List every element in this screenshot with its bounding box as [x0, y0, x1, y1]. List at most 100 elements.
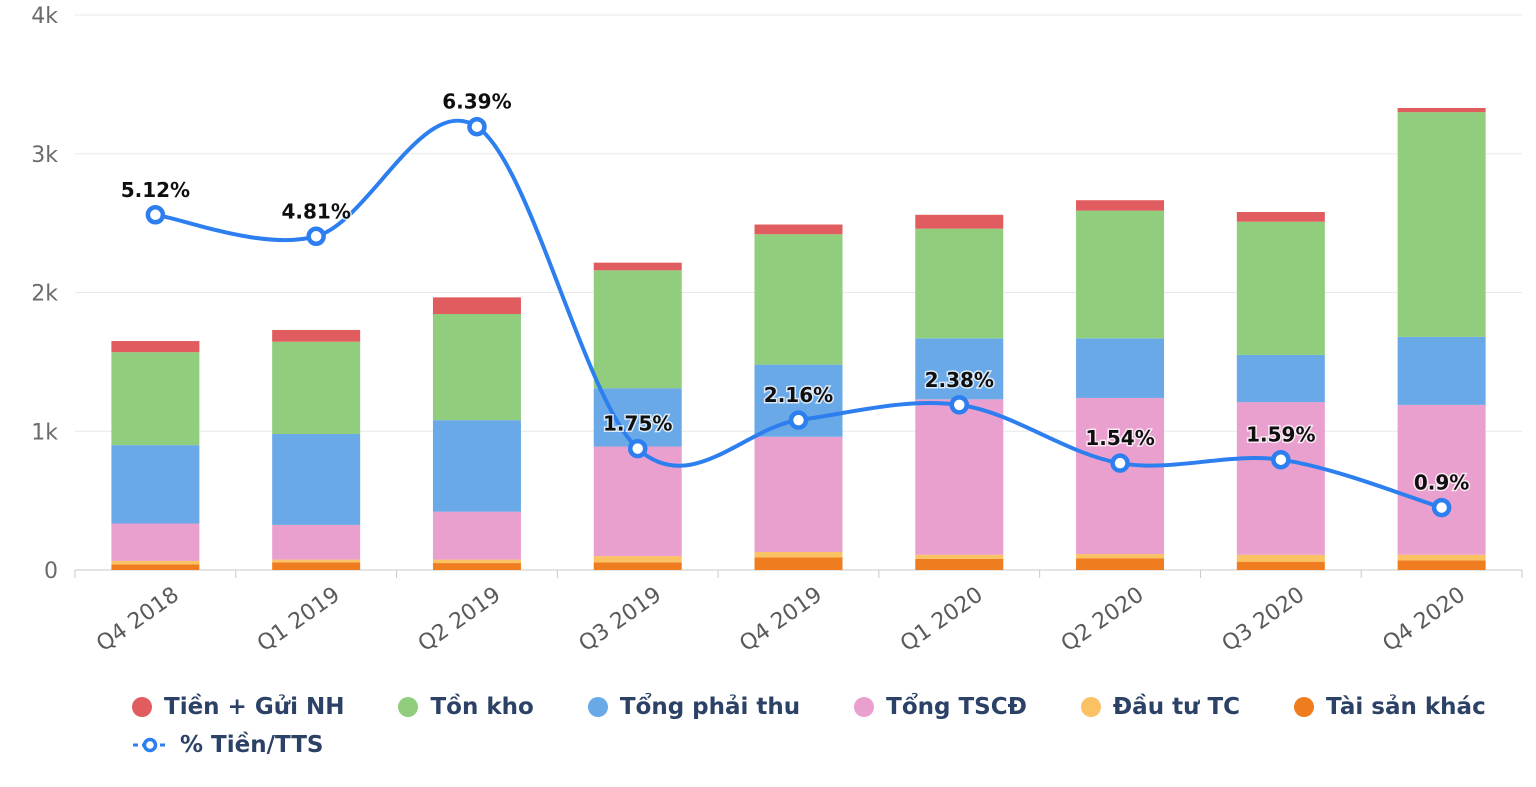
legend-item-pct-tien-tts[interactable]: % Tiền/TTS [132, 732, 323, 758]
bar-segment-tong-phai-thu[interactable] [1076, 338, 1165, 398]
x-axis-label: Q2 2019 [414, 582, 506, 657]
line-point[interactable] [467, 116, 487, 137]
bar-segment-tai-san-khac[interactable] [1076, 558, 1165, 570]
bar-segment-tien-gui-nh[interactable] [915, 214, 1004, 229]
bar-segment-tai-san-khac[interactable] [1236, 561, 1325, 570]
bar-segment-tong-phai-thu[interactable] [915, 338, 1004, 400]
bar-segment-ton-kho[interactable] [1076, 210, 1165, 339]
bar-segment-tong-phai-thu[interactable] [1236, 354, 1325, 403]
bar-segment-ton-kho[interactable] [111, 352, 200, 446]
line-point[interactable] [145, 205, 166, 225]
bar-segment-ton-kho[interactable] [915, 228, 1004, 339]
bar-segment-tai-san-khac[interactable] [432, 563, 521, 570]
x-axis-label: Q4 2019 [735, 582, 827, 657]
x-axis-label: Q3 2020 [1218, 582, 1310, 657]
bar-segment-tien-gui-nh[interactable] [272, 329, 361, 342]
bar-segment-tai-san-khac[interactable] [111, 564, 200, 570]
bar-segment-tong-phai-thu[interactable] [111, 445, 200, 524]
legend-label: Tài sản khác [1326, 694, 1486, 720]
y-axis-tick-label: 1k [31, 420, 58, 445]
line-point-label: 2.16% [764, 383, 833, 407]
bar-segment-tien-gui-nh[interactable] [432, 297, 521, 315]
chart-legend: Tiền + Gửi NH Tồn kho Tổng phải thu Tổng TS… [132, 694, 1536, 758]
bar-segment-dau-tu-tc[interactable] [1076, 554, 1165, 559]
legend-item-tong-phai-thu[interactable]: Tổng phải thu [587, 694, 801, 720]
bar-segment-tien-gui-nh[interactable] [593, 262, 682, 271]
bar-segment-dau-tu-tc[interactable] [111, 560, 200, 565]
x-axis-label: Q1 2019 [253, 582, 345, 657]
bar-segment-tong-tscd[interactable] [1397, 404, 1486, 555]
legend-item-tien-gui-nh[interactable]: Tiền + Gửi NH [132, 694, 344, 720]
bar-segment-ton-kho[interactable] [754, 234, 843, 365]
legend-item-tai-san-khac[interactable]: Tài sản khác [1294, 694, 1486, 720]
bar-segment-tong-tscd[interactable] [1076, 397, 1165, 555]
legend-item-ton-kho[interactable]: Tồn kho [398, 694, 534, 720]
bar-segment-ton-kho[interactable] [1397, 112, 1486, 337]
y-axis-tick-label: 0 [44, 559, 58, 584]
bar-segment-tien-gui-nh[interactable] [1397, 107, 1486, 113]
bar-segment-tai-san-khac[interactable] [915, 558, 1004, 570]
line-point-label: 6.39% [442, 90, 511, 114]
bar-segment-dau-tu-tc[interactable] [1236, 554, 1325, 562]
line-point[interactable] [306, 226, 326, 247]
line-marker-icon [133, 737, 167, 753]
line-layer: 5.12% 4.81% 6.39% 1.75% 2.16% 2.38% 1.54% 1.59%… [119, 88, 1471, 518]
line-point[interactable] [1431, 497, 1452, 518]
bar-segment-tong-tscd[interactable] [1236, 402, 1325, 555]
x-axis-label: Q4 2018 [92, 582, 184, 657]
bar-segment-dau-tu-tc[interactable] [432, 559, 521, 564]
bar-segment-dau-tu-tc[interactable] [593, 556, 682, 563]
bar-segment-tong-phai-thu[interactable] [1397, 336, 1486, 405]
bar-segment-tong-phai-thu[interactable] [432, 420, 521, 512]
legend-item-tong-tscd[interactable]: Tổng TSCĐ [854, 694, 1027, 720]
line-point-label: 1.59% [1246, 423, 1315, 447]
line-point[interactable] [1271, 449, 1291, 470]
bar-segment-ton-kho[interactable] [1236, 221, 1325, 355]
bar-segment-dau-tu-tc[interactable] [754, 551, 843, 558]
legend-label: % Tiền/TTS [180, 732, 324, 758]
bar-segment-tong-tscd[interactable] [432, 511, 521, 560]
line-point[interactable] [788, 410, 809, 430]
line-point-label: 5.12% [121, 178, 190, 202]
legend-label: Tồn kho [430, 694, 534, 720]
bar-segment-tong-tscd[interactable] [111, 523, 200, 561]
bar-segment-tien-gui-nh[interactable] [1076, 200, 1165, 211]
bar-segment-tai-san-khac[interactable] [593, 562, 682, 570]
x-axis-label: Q3 2019 [575, 582, 667, 657]
bar-segment-dau-tu-tc[interactable] [915, 554, 1004, 559]
bar-segment-tien-gui-nh[interactable] [754, 224, 843, 235]
bar-segment-ton-kho[interactable] [432, 314, 521, 421]
bar-segment-tien-gui-nh[interactable] [111, 341, 200, 353]
bar-segment-tien-gui-nh[interactable] [1236, 212, 1325, 222]
legend-dot-icon [587, 697, 608, 717]
line-point-label: 4.81% [281, 199, 350, 223]
legend-item-dau-tu-tc[interactable]: Đầu tư TC [1080, 694, 1240, 720]
bar-segment-tong-phai-thu[interactable] [593, 388, 682, 447]
bar-segment-tong-tscd[interactable] [754, 436, 843, 552]
y-axis-tick-label: 4k [31, 4, 58, 29]
legend-label: Tổng phải thu [619, 694, 801, 720]
legend-label: Tiền + Gửi NH [164, 694, 345, 720]
bar-segment-dau-tu-tc[interactable] [272, 559, 361, 563]
y-axis-tick-label: 3k [31, 143, 58, 168]
line-point[interactable] [1110, 453, 1130, 473]
line-point[interactable] [949, 395, 970, 415]
legend-label: Tổng TSCĐ [886, 694, 1027, 720]
legend-dot-icon [854, 697, 875, 717]
line-point-label: 0.9% [1414, 471, 1469, 495]
x-axis-label: Q4 2020 [1378, 582, 1470, 657]
bar-segment-ton-kho[interactable] [272, 341, 361, 435]
bar-segment-tong-phai-thu[interactable] [272, 434, 361, 525]
line-point[interactable] [627, 438, 648, 459]
bar-segment-tai-san-khac[interactable] [754, 557, 843, 570]
bar-segment-tai-san-khac[interactable] [1397, 560, 1486, 570]
bar-segment-ton-kho[interactable] [593, 270, 682, 389]
stacked-bar-line-chart: 0 1k 2k 3k 4k Q4 2018 Q1 2019 Q2 2019 Q3 2019 Q4 … [31, 4, 1523, 657]
legend-dot-icon [1080, 697, 1101, 717]
bar-segment-tai-san-khac[interactable] [272, 562, 361, 570]
bar-segment-tong-tscd[interactable] [915, 399, 1004, 555]
bar-segment-dau-tu-tc[interactable] [1397, 554, 1486, 561]
bar-segment-tong-tscd[interactable] [272, 524, 361, 560]
legend-dot-icon [132, 697, 152, 717]
